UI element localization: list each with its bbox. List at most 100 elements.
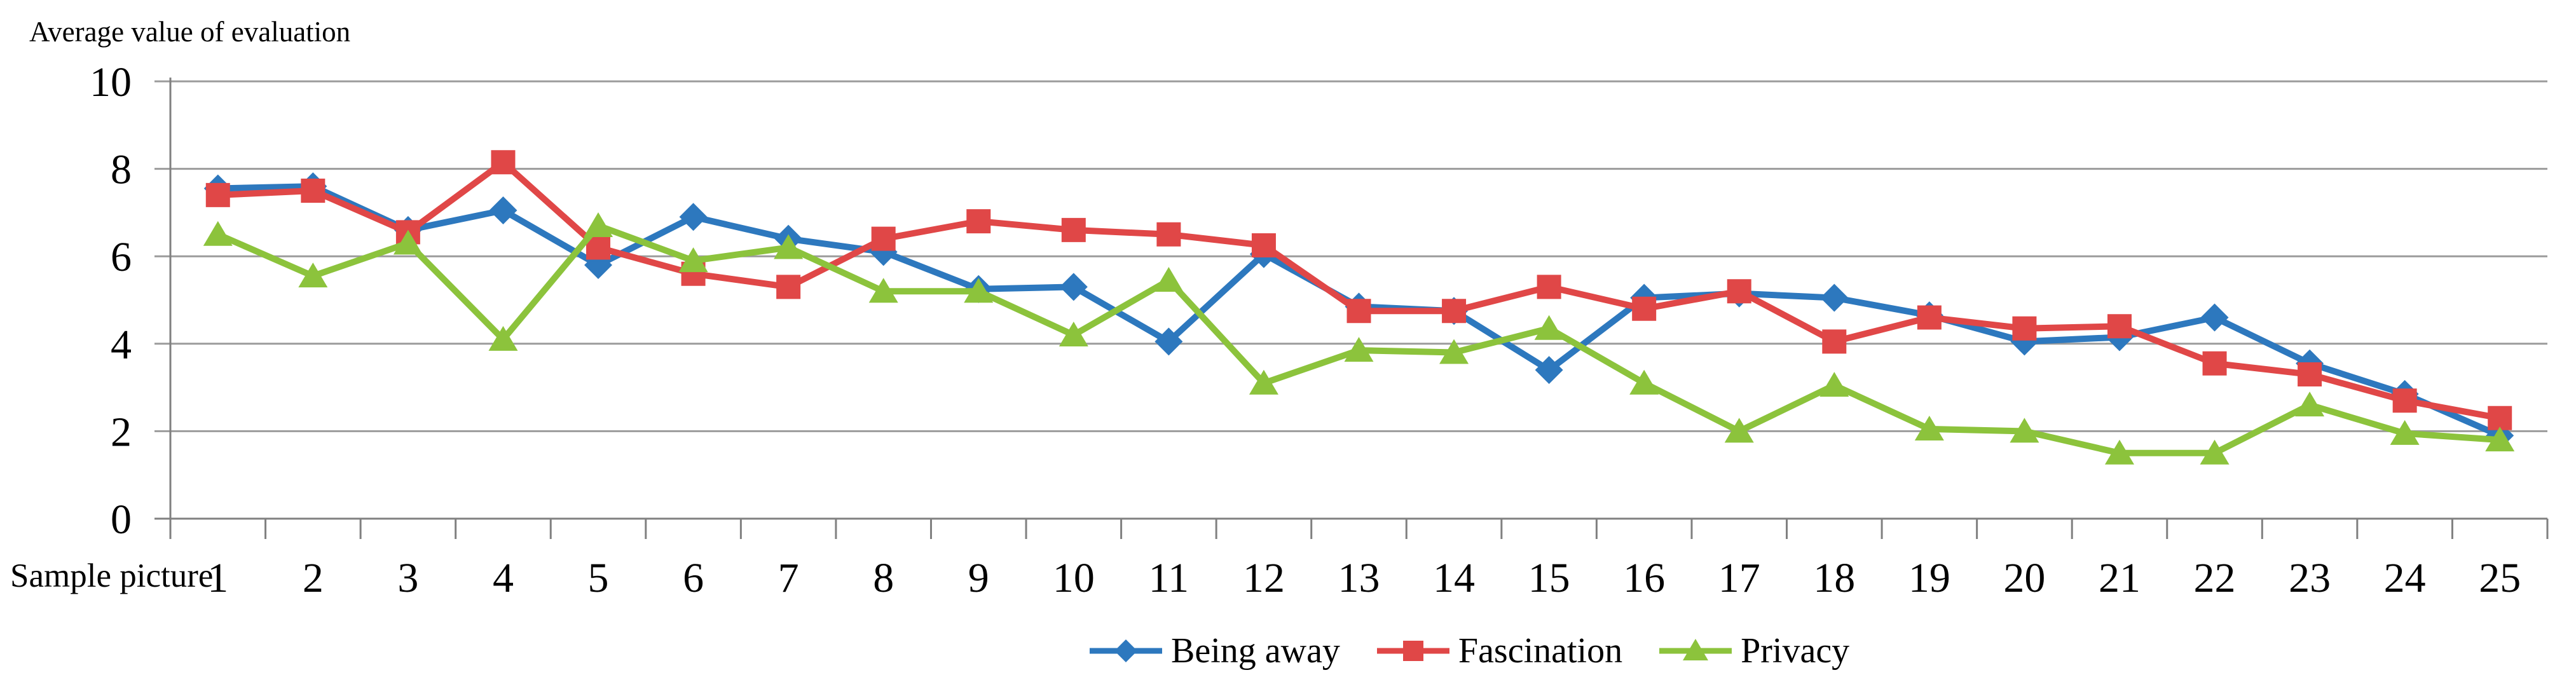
- data-point-square: [1251, 233, 1276, 257]
- data-point-square: [2202, 351, 2227, 376]
- data-point-diamond: [679, 203, 708, 231]
- x-tick-label: 6: [683, 555, 704, 601]
- x-tick-label: 22: [2194, 555, 2236, 601]
- data-point-square: [205, 182, 230, 207]
- x-tick-label: 21: [2099, 555, 2141, 601]
- x-tick-label: 12: [1243, 555, 1285, 601]
- data-point-triangle: [298, 263, 328, 288]
- data-point-triangle: [203, 221, 233, 246]
- data-point-square: [491, 150, 516, 175]
- x-tick-label: 23: [2289, 555, 2331, 601]
- legend-label: Being away: [1171, 631, 1340, 671]
- x-tick-label: 18: [1813, 555, 1855, 601]
- x-tick-label: 5: [588, 555, 609, 601]
- x-tick-label: 3: [397, 555, 418, 601]
- legend-label: Privacy: [1741, 631, 1850, 671]
- x-tick-label: 25: [2479, 555, 2521, 601]
- data-point-triangle: [584, 212, 613, 238]
- data-point-diamond: [2200, 303, 2229, 332]
- data-point-diamond: [1154, 327, 1183, 356]
- data-point-square: [301, 179, 325, 203]
- data-point-triangle: [2010, 418, 2039, 443]
- data-point-diamond: [1059, 273, 1088, 301]
- data-point-triangle: [1058, 322, 1088, 347]
- data-point-triangle: [2200, 439, 2230, 465]
- x-tick-label: 15: [1528, 555, 1570, 601]
- legend-marker-shape: [1114, 639, 1137, 662]
- data-point-triangle: [1154, 267, 1184, 292]
- data-point-square: [1346, 299, 1371, 324]
- data-point-triangle: [774, 234, 804, 259]
- data-point-square: [776, 275, 801, 299]
- y-tick-label: 10: [90, 59, 132, 106]
- y-axis-title: Average value of evaluation: [29, 16, 351, 48]
- legend-marker-shape: [1683, 639, 1709, 660]
- x-tick-label: 9: [968, 555, 989, 601]
- data-point-triangle: [678, 247, 708, 273]
- y-tick-label: 8: [111, 147, 132, 193]
- data-point-diamond: [489, 196, 517, 224]
- legend-triangle-icon: [1659, 639, 1732, 660]
- legend: Being away Fascination Privacy: [1088, 628, 1849, 674]
- legend-item-fascination: Fascination: [1376, 631, 1622, 671]
- x-axis-title: Sample picture: [10, 557, 214, 594]
- y-tick-label: 6: [111, 234, 132, 280]
- data-point-square: [1632, 296, 1657, 321]
- x-tick-label: 2: [303, 555, 324, 601]
- legend-item-being-away: Being away: [1088, 631, 1340, 671]
- x-tick-label: 19: [1908, 555, 1950, 601]
- data-point-square: [1061, 217, 1086, 242]
- x-tick-label: 24: [2384, 555, 2426, 601]
- data-point-triangle: [1819, 372, 1849, 397]
- series-line-fascination: [214, 159, 2504, 421]
- y-tick-label: 0: [111, 496, 132, 543]
- x-tick-label: 13: [1338, 555, 1380, 601]
- legend-item-privacy: Privacy: [1658, 631, 1849, 671]
- data-point-triangle: [868, 278, 898, 303]
- legend-square-icon: [1376, 641, 1449, 661]
- data-point-diamond: [1820, 283, 1849, 312]
- legend-diamond-icon: [1090, 639, 1162, 662]
- data-point-square: [2107, 314, 2132, 339]
- data-point-triangle: [1914, 415, 1944, 440]
- data-point-triangle: [1249, 369, 1278, 395]
- data-point-square: [2298, 362, 2322, 386]
- data-point-square: [1917, 305, 1942, 330]
- data-point-square: [1822, 329, 1847, 354]
- x-tick-label: 7: [778, 555, 799, 601]
- data-point-square: [871, 226, 896, 251]
- data-point-square: [1727, 279, 1751, 304]
- data-point-triangle: [2104, 439, 2134, 465]
- data-point-triangle: [1534, 315, 1564, 340]
- data-point-square: [1537, 275, 1561, 299]
- data-point-triangle: [1344, 337, 1374, 362]
- data-point-triangle: [2295, 392, 2325, 417]
- y-tick-label: 2: [111, 409, 132, 455]
- legend-marker-shape: [1402, 641, 1423, 661]
- data-point-triangle: [1439, 339, 1469, 364]
- data-point-square: [2392, 388, 2417, 413]
- y-tick-label: 4: [111, 322, 132, 368]
- data-point-square: [586, 235, 611, 260]
- data-point-triangle: [1629, 369, 1659, 395]
- x-tick-label: 17: [1718, 555, 1760, 601]
- x-tick-label: 4: [493, 555, 514, 601]
- x-tick-label: 11: [1149, 555, 1189, 601]
- x-tick-label: 1: [207, 555, 228, 601]
- x-tick-label: 8: [873, 555, 894, 601]
- x-tick-label: 14: [1433, 555, 1475, 601]
- data-point-triangle: [2485, 426, 2515, 452]
- x-tick-label: 16: [1623, 555, 1665, 601]
- legend-label: Fascination: [1458, 631, 1623, 671]
- data-point-triangle: [1724, 418, 1754, 443]
- data-point-triangle: [2390, 420, 2420, 445]
- data-point-square: [2488, 406, 2512, 430]
- data-point-triangle: [964, 278, 994, 303]
- data-point-square: [1156, 222, 1181, 247]
- data-point-square: [2012, 316, 2037, 341]
- data-point-diamond: [1535, 356, 1563, 385]
- data-point-square: [1442, 299, 1467, 324]
- data-point-square: [966, 209, 991, 234]
